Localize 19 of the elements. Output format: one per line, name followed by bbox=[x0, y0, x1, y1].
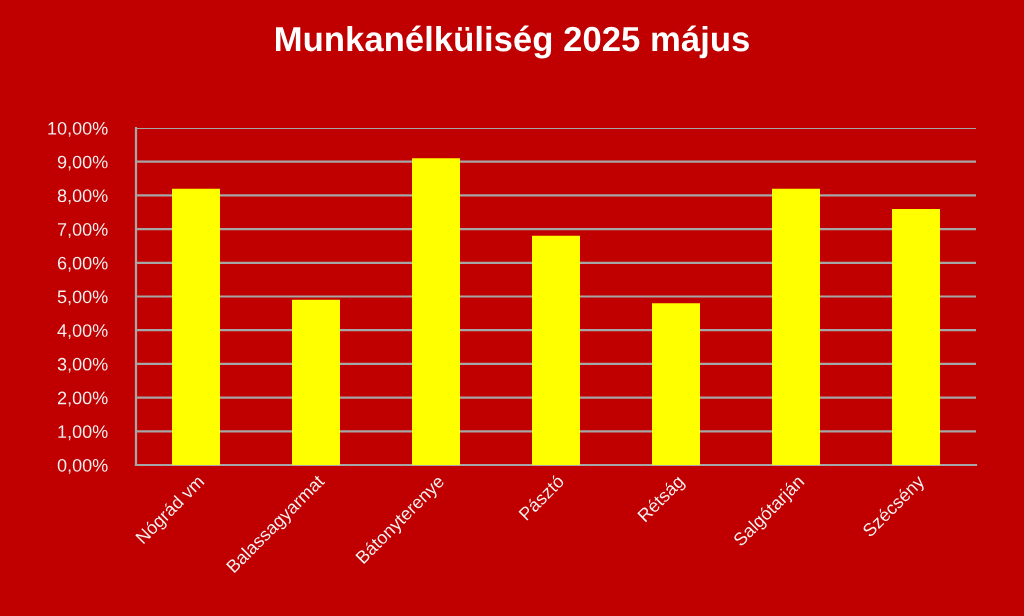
y-tick-label: 10,00% bbox=[48, 121, 108, 137]
bar bbox=[172, 188, 220, 465]
y-tick-label: 0,00% bbox=[57, 458, 108, 474]
bar bbox=[772, 188, 820, 465]
y-tick-label: 9,00% bbox=[57, 155, 108, 171]
bar bbox=[292, 299, 340, 465]
y-tick-label: 1,00% bbox=[58, 425, 108, 441]
y-tick-label: 3,00% bbox=[57, 357, 108, 373]
chart-title: Munkanélküliség 2025 május bbox=[276, 25, 749, 59]
bar bbox=[892, 208, 940, 465]
bar bbox=[652, 303, 700, 465]
y-tick-label: 6,00% bbox=[57, 256, 108, 272]
y-tick-label: 2,00% bbox=[57, 391, 108, 407]
y-tick-label: 8,00% bbox=[57, 189, 108, 205]
bar bbox=[412, 158, 460, 465]
y-tick-label: 4,00% bbox=[57, 324, 108, 340]
y-tick-label: 5,00% bbox=[57, 290, 108, 306]
y-tick-label: 7,00% bbox=[57, 223, 108, 238]
bar bbox=[532, 235, 580, 465]
